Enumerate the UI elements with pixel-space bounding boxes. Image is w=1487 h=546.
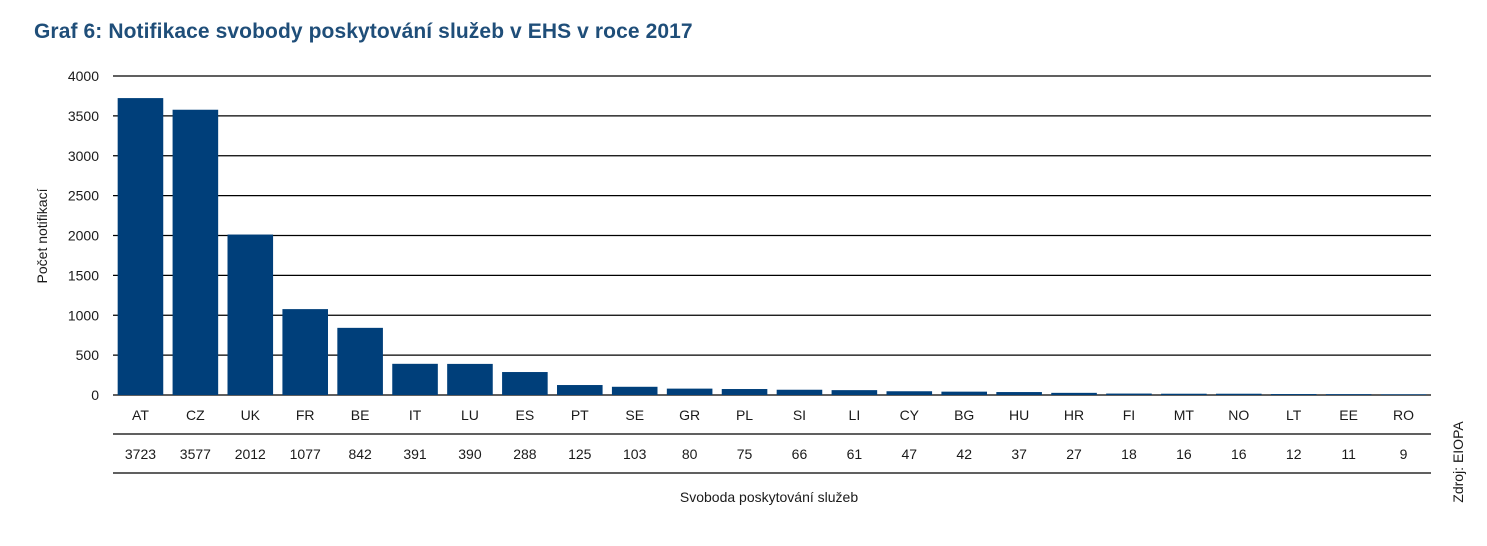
bar-pt [557,385,603,395]
bars [117,98,1427,395]
y-tick-label: 500 [76,347,100,363]
bar-se [611,386,658,395]
x-tick-label: HU [1009,407,1029,423]
bar-lu [447,363,493,395]
bar-uk [227,234,274,395]
bar-pl [721,389,768,395]
x-tick-label: EE [1339,407,1358,423]
data-table-value: 27 [1066,446,1082,462]
x-axis-title: Svoboda poskytování služeb [680,489,858,505]
x-tick-label: IT [409,407,422,423]
x-tick-label: AT [132,407,149,423]
x-tick-label: GR [679,407,700,423]
x-tick-label: ES [516,407,535,423]
data-table-value: 12 [1286,446,1302,462]
source-note: Zdroj: EIOPA [1450,421,1466,503]
y-tick-label: 2500 [68,188,99,204]
data-table-value: 11 [1341,446,1356,462]
bar-mt [1161,393,1207,395]
x-tick-label: BG [954,407,974,423]
bar-cy [886,391,933,395]
x-tick-label: BE [351,407,370,423]
x-tick-label: MT [1174,407,1195,423]
bar-ro [1380,394,1427,395]
bar-ee [1325,394,1372,395]
data-table-value: 288 [513,446,537,462]
y-tick-label: 3500 [68,108,99,124]
y-tick-labels: 0 500 1000 1500 2000 2500 3000 3500 4000 [68,68,99,403]
data-table-value: 1077 [290,446,321,462]
data-table-value: 42 [956,446,972,462]
bar-no [1216,393,1262,395]
bar-cz [172,109,219,395]
bar-lt [1270,394,1317,395]
data-table-value: 37 [1011,446,1027,462]
x-tick-label: LT [1286,407,1302,423]
data-table-value: 47 [902,446,918,462]
data-table-value: 75 [737,446,753,462]
data-table-value: 80 [682,446,698,462]
data-table-value: 2012 [235,446,266,462]
data-table-value: 16 [1176,446,1192,462]
data-table-value: 61 [847,446,863,462]
bar-es [502,372,548,395]
bar-be [337,327,383,395]
bar-fi [1106,393,1152,395]
data-table-value: 3577 [180,446,211,462]
x-tick-label: LU [461,407,479,423]
y-tick-label: 0 [91,387,99,403]
bar-fr [282,309,328,395]
x-tick-label: HR [1064,407,1084,423]
bar-bg [941,391,987,395]
bar-si [776,389,823,395]
x-tick-label: LI [849,407,861,423]
y-axis-title: Počet notifikací [34,188,50,283]
x-tick-label: FI [1123,407,1135,423]
bar-li [831,390,878,395]
chart-title: Graf 6: Notifikace svobody poskytování s… [34,20,693,43]
x-tick-label: NO [1228,407,1249,423]
data-table-value: 16 [1231,446,1247,462]
data-table-value: 3723 [125,446,156,462]
x-tick-label: CZ [186,407,205,423]
bar-hu [996,392,1042,395]
y-tick-label: 1000 [68,307,99,323]
y-tick-label: 4000 [68,68,99,84]
x-tick-labels: AT CZ UK FR BE IT LU ES PT SE GR PL SI LI CY BG HU HR FI MT… [132,407,1414,423]
data-table-value: 18 [1121,446,1137,462]
x-tick-label: CY [900,407,920,423]
x-tick-label: UK [241,407,261,423]
x-tick-label: PT [571,407,589,423]
data-table-value: 390 [458,446,482,462]
bar-at [117,98,164,395]
bar-hr [1051,392,1097,395]
data-table-value: 103 [623,446,647,462]
y-tick-label: 1500 [68,267,99,283]
gridlines [113,75,1431,396]
data-table-value: 125 [568,446,592,462]
data-table-value: 66 [792,446,808,462]
x-tick-label: RO [1393,407,1414,423]
bar-it [392,363,438,395]
data-table: 3723 3577 2012 1077 842 391 390 288 125 103 80 75 66… [113,433,1431,474]
x-tick-label: FR [296,407,315,423]
data-table-value: 9 [1400,446,1408,462]
x-tick-label: SI [793,407,806,423]
x-tick-label: SE [625,407,644,423]
bar-gr [666,388,713,395]
x-tick-label: PL [736,407,753,423]
data-table-value: 842 [348,446,372,462]
y-tick-label: 2000 [68,228,99,244]
y-tick-label: 3000 [68,148,99,164]
data-table-value: 391 [403,446,427,462]
